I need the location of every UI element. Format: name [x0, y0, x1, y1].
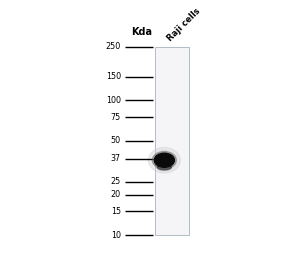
Ellipse shape: [157, 164, 171, 170]
Ellipse shape: [152, 152, 176, 169]
Text: 10: 10: [111, 231, 121, 240]
Text: 100: 100: [106, 96, 121, 105]
Text: 20: 20: [111, 190, 121, 199]
Bar: [156, 47, 189, 235]
Ellipse shape: [148, 147, 180, 173]
Text: 50: 50: [111, 136, 121, 145]
Text: 15: 15: [111, 207, 121, 216]
Text: 37: 37: [111, 154, 121, 163]
Text: Raji cells: Raji cells: [166, 6, 202, 43]
Text: 250: 250: [106, 42, 121, 51]
Text: Kda: Kda: [132, 27, 153, 37]
Text: 25: 25: [111, 177, 121, 186]
Ellipse shape: [154, 153, 174, 167]
Text: 75: 75: [111, 113, 121, 122]
Text: 150: 150: [106, 72, 121, 81]
